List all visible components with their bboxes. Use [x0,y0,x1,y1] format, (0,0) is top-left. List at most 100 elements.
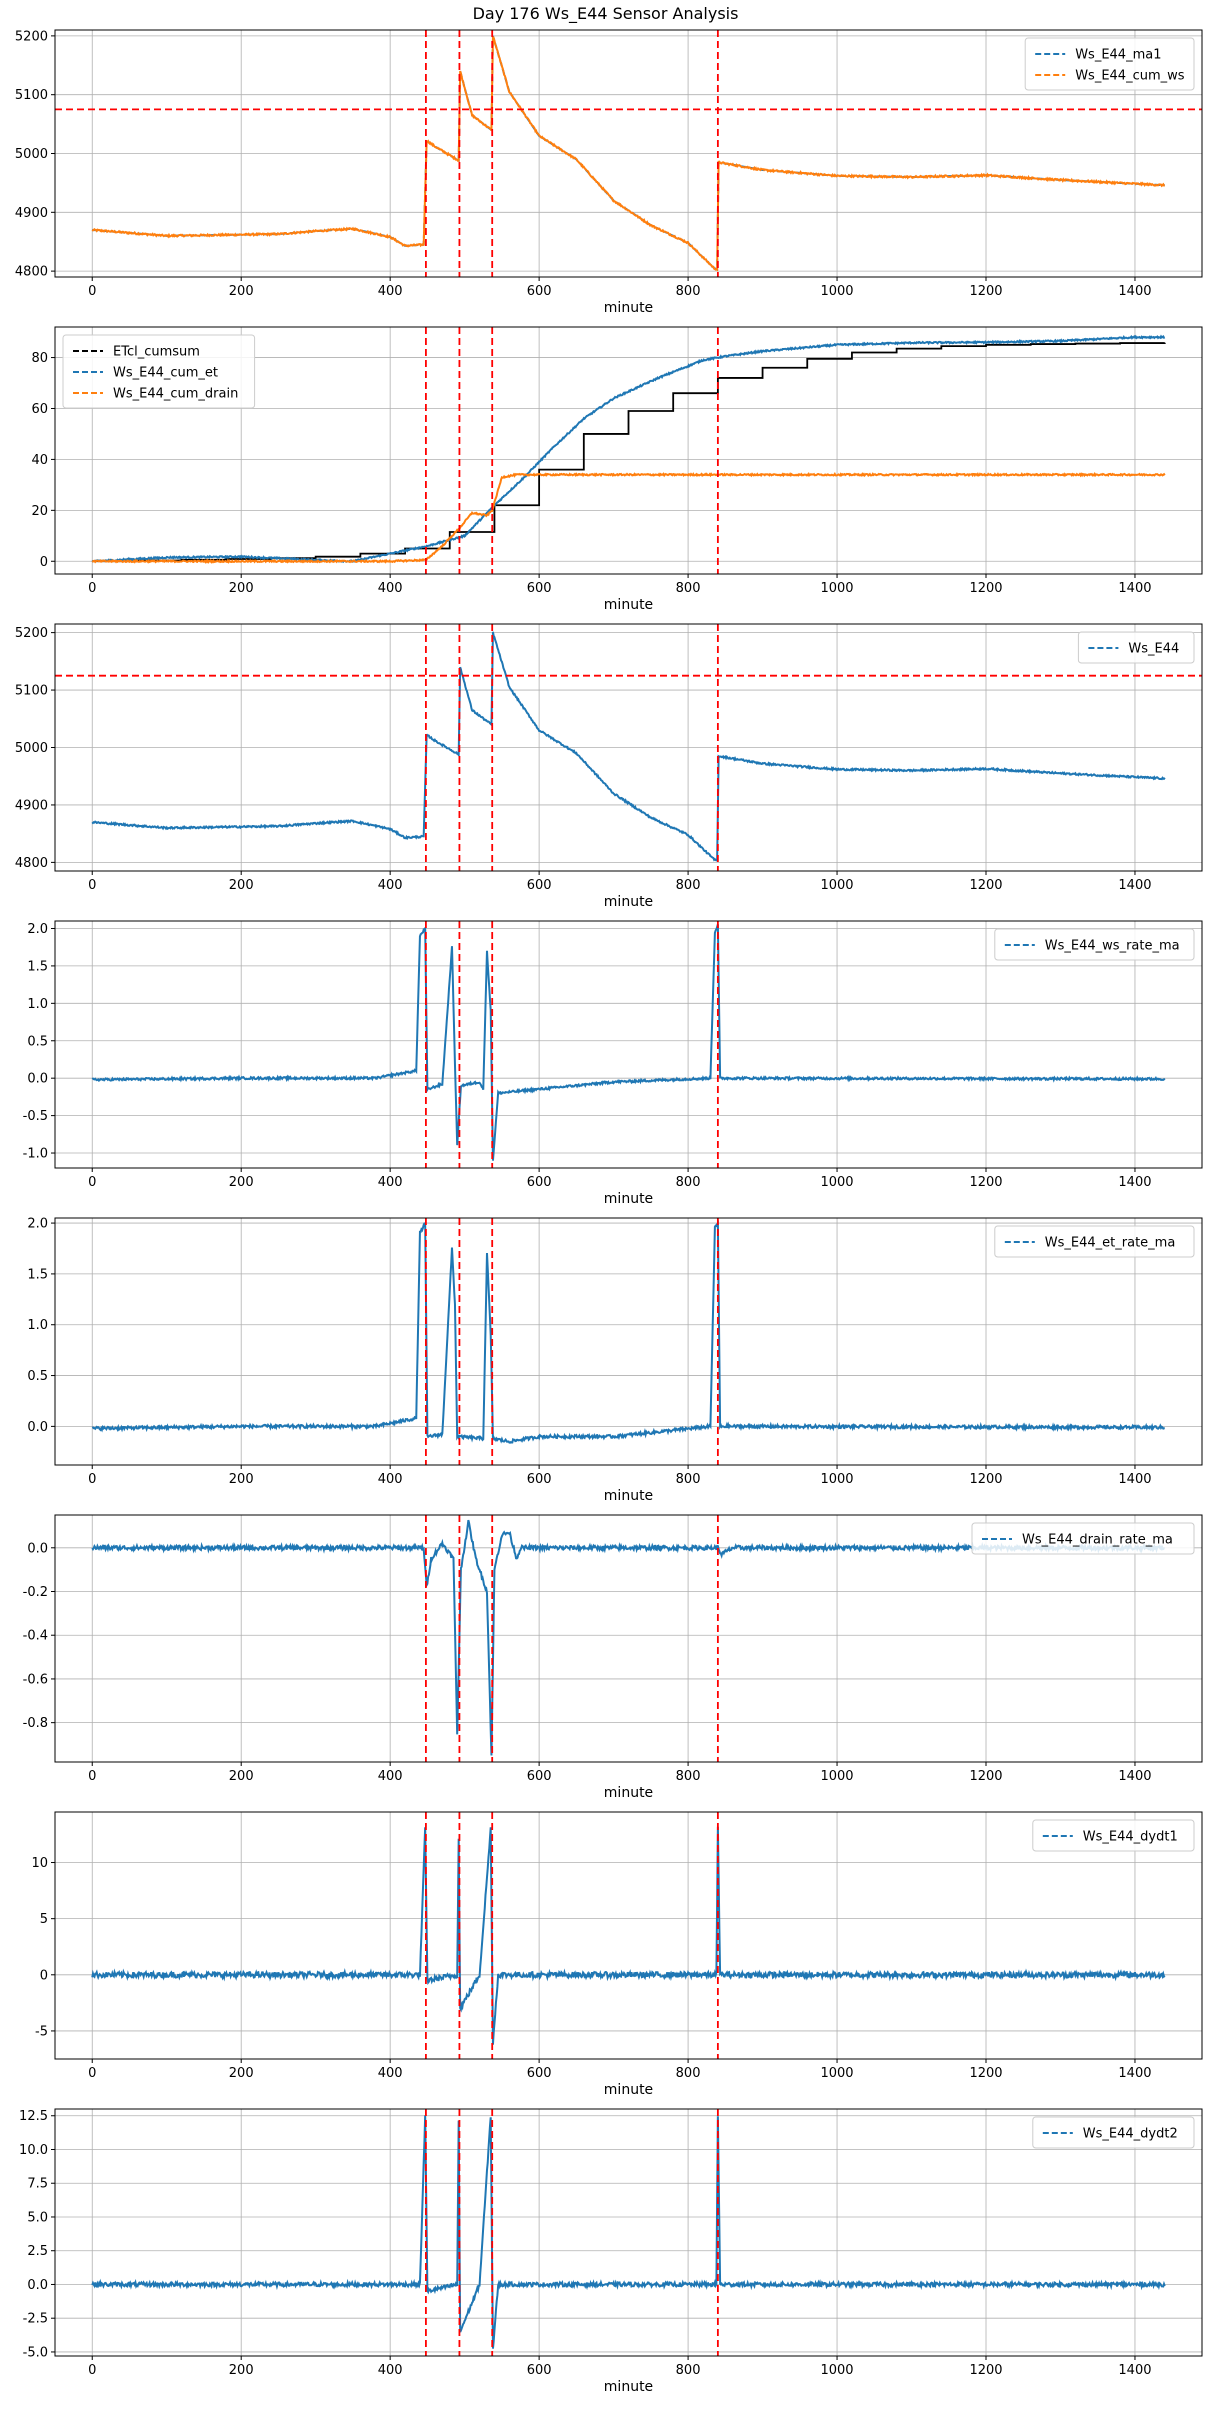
x-tick-label: 800 [676,284,701,299]
axes-frame [54,1811,1203,2060]
x-tick-label: 1200 [969,2363,1002,2378]
x-tick-label: 800 [676,878,701,893]
x-tick-label: 600 [527,1769,552,1784]
axes-frame [54,920,1203,1169]
x-tick-label: 1000 [820,581,853,596]
x-tick-label: 1000 [820,284,853,299]
legend-box [1032,1819,1195,1852]
plot-area [91,327,1166,574]
y-tick-label: 7.5 [27,2177,48,2192]
x-tick-label: 200 [229,2066,254,2081]
subplot-7: 0 200 400 600 800 1000 1200 1400 -5 0 5 10 minute Ws_… [31,1811,1203,2098]
y-tick-label: 60 [31,402,48,417]
x-tick-label: 1200 [969,581,1002,596]
x-tick-label: 200 [229,1769,254,1784]
y-tick-label: -5.0 [23,2345,48,2360]
x-tick-label: 800 [676,1472,701,1487]
x-tick-label: 200 [229,1472,254,1487]
x-axis-label: minute [604,894,653,910]
y-tick-label: 10 [31,1856,48,1871]
y-tick-label: 5200 [15,29,48,44]
x-axis-label: minute [604,1191,653,1207]
subplot-8: 0 200 400 600 800 1000 1200 1400 -5.0 -2.5 0.0 2.5 5… [19,2108,1203,2395]
axes-frame [54,1514,1203,1763]
plot-area [55,624,1202,871]
y-tick-label: 20 [31,504,48,519]
x-tick-label: 1000 [820,878,853,893]
plot-area [91,1812,1166,2059]
x-tick-label: 400 [378,284,403,299]
legend: Ws_E44_ma1 Ws_E44_cum_ws [1024,37,1195,91]
x-tick-label: 1400 [1118,1769,1151,1784]
series-Ws_E44_dydt1 [91,1826,1166,2045]
x-tick-label: 800 [676,1175,701,1190]
plot-area [91,2109,1166,2356]
plot-area [91,921,1166,1168]
legend: Ws_E44 [1077,631,1195,664]
y-tick-label: 5000 [15,147,48,162]
y-tick-label: 0.0 [27,1072,48,1087]
x-tick-label: 1400 [1118,1175,1151,1190]
y-tick-label: 2.0 [27,1217,48,1232]
x-tick-label: 0 [88,284,96,299]
x-tick-label: 0 [88,1769,96,1784]
y-tick-label: 4900 [15,798,48,813]
series-Ws_E44_dydt2 [91,2115,1166,2349]
figure-title: Day 176 Ws_E44 Sensor Analysis [472,4,739,23]
subplot-3: 0 200 400 600 800 1000 1200 1400 4800 4900 5000 510… [15,623,1203,910]
x-tick-label: 1200 [969,1769,1002,1784]
y-tick-label: -0.8 [23,1716,48,1731]
x-axis-label: minute [604,2082,653,2098]
legend-box [1032,2116,1195,2149]
y-tick-label: 5200 [15,626,48,641]
y-tick-label: -2.5 [23,2312,48,2327]
x-tick-label: 1000 [820,2363,853,2378]
series-Ws_E44_cum_et [91,334,1166,564]
x-tick-label: 600 [527,1175,552,1190]
series-Ws_E44_et_rate_ma [91,1220,1165,1444]
legend-label: Ws_E44_ws_rate_ma [1045,939,1180,954]
legend: Ws_E44_dydt2 [1032,2116,1195,2149]
x-tick-label: 1400 [1118,284,1151,299]
x-tick-label: 1400 [1118,581,1151,596]
legend-box [1024,37,1195,91]
x-tick-label: 200 [229,878,254,893]
x-tick-label: 800 [676,581,701,596]
legend-label: Ws_E44_drain_rate_ma [1022,1533,1173,1548]
x-tick-label: 400 [378,1175,403,1190]
x-tick-label: 200 [229,284,254,299]
legend-box [994,1225,1195,1258]
x-tick-label: 800 [676,2066,701,2081]
x-tick-label: 600 [527,878,552,893]
y-tick-label: -0.6 [23,1672,48,1687]
x-tick-label: 1200 [969,878,1002,893]
x-tick-label: 0 [88,878,96,893]
y-tick-label: 5100 [15,684,48,699]
x-tick-label: 1400 [1118,2363,1151,2378]
subplot-1: 0 200 400 600 800 1000 1200 1400 4800 4900 5000 510… [15,29,1203,316]
x-tick-label: 1400 [1118,878,1151,893]
subplot-5: 0 200 400 600 800 1000 1200 1400 0.0 0.5 1.0 1.5 2.0… [27,1217,1203,1504]
x-axis-label: minute [604,597,653,613]
y-tick-label: 10.0 [19,2143,48,2158]
x-tick-label: 400 [378,2066,403,2081]
y-tick-label: 40 [31,453,48,468]
series-Ws_E44_drain_rate_ma [91,1519,1165,1756]
legend-box [62,334,256,409]
x-tick-label: 1200 [969,2066,1002,2081]
x-tick-label: 0 [88,1472,96,1487]
legend-label: Ws_E44 [1128,642,1179,657]
x-tick-label: 1000 [820,1472,853,1487]
legend: Ws_E44_et_rate_ma [994,1225,1195,1258]
y-tick-label: -0.4 [23,1629,48,1644]
x-tick-label: 1000 [820,1175,853,1190]
legend: Ws_E44_ws_rate_ma [994,928,1195,961]
x-tick-label: 1200 [969,1175,1002,1190]
x-tick-label: 1200 [969,284,1002,299]
legend-label: Ws_E44_cum_ws [1075,69,1185,84]
x-tick-label: 1400 [1118,1472,1151,1487]
subplot-6: 0 200 400 600 800 1000 1200 1400 -0.8 -0.6 -0.4 -0.… [23,1514,1203,1801]
y-tick-label: 1.5 [27,1267,48,1282]
y-tick-label: 0 [40,555,48,570]
